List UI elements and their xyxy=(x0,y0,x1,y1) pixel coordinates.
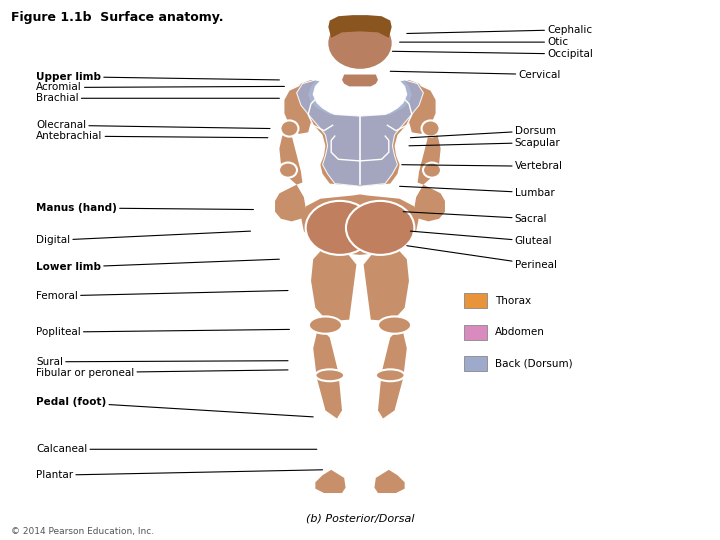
Ellipse shape xyxy=(423,163,441,178)
Polygon shape xyxy=(418,127,441,185)
Text: Upper limb: Upper limb xyxy=(36,72,279,82)
Text: Vertebral: Vertebral xyxy=(402,161,563,171)
Ellipse shape xyxy=(305,201,374,255)
Text: Thorax: Thorax xyxy=(495,296,531,306)
Text: Digital: Digital xyxy=(36,231,251,245)
Polygon shape xyxy=(328,15,392,38)
Ellipse shape xyxy=(378,316,411,334)
Polygon shape xyxy=(315,470,346,493)
Text: Femoral: Femoral xyxy=(36,291,288,301)
Text: Plantar: Plantar xyxy=(36,470,323,480)
Text: Olecranal: Olecranal xyxy=(36,120,270,130)
Polygon shape xyxy=(374,470,405,493)
Polygon shape xyxy=(297,80,423,186)
Ellipse shape xyxy=(346,201,415,255)
Text: Acromial: Acromial xyxy=(36,83,284,92)
Text: Cephalic: Cephalic xyxy=(407,25,593,35)
FancyBboxPatch shape xyxy=(464,293,487,308)
Polygon shape xyxy=(313,327,342,418)
Text: Lumbar: Lumbar xyxy=(400,186,554,198)
Polygon shape xyxy=(414,185,445,221)
Polygon shape xyxy=(409,86,436,134)
Text: (b) Posterior/Dorsal: (b) Posterior/Dorsal xyxy=(306,514,414,524)
Text: Calcaneal: Calcaneal xyxy=(36,444,317,454)
Text: Perineal: Perineal xyxy=(407,246,557,269)
Polygon shape xyxy=(364,244,409,321)
FancyBboxPatch shape xyxy=(464,325,487,340)
Ellipse shape xyxy=(281,120,299,137)
Polygon shape xyxy=(294,80,426,186)
Text: Antebrachial: Antebrachial xyxy=(36,131,268,141)
Text: Sacral: Sacral xyxy=(403,212,547,224)
Ellipse shape xyxy=(279,163,297,178)
Ellipse shape xyxy=(328,17,392,69)
Text: © 2014 Pearson Education, Inc.: © 2014 Pearson Education, Inc. xyxy=(11,526,154,536)
Polygon shape xyxy=(275,185,306,221)
Text: Figure 1.1b  Surface anatomy.: Figure 1.1b Surface anatomy. xyxy=(11,11,223,24)
Ellipse shape xyxy=(315,369,344,381)
Polygon shape xyxy=(378,327,407,418)
Polygon shape xyxy=(279,127,302,185)
Text: Lower limb: Lower limb xyxy=(36,259,279,272)
Text: Occipital: Occipital xyxy=(392,49,593,59)
Text: Sural: Sural xyxy=(36,357,288,367)
Polygon shape xyxy=(301,194,419,255)
Text: Abdomen: Abdomen xyxy=(495,327,544,337)
Ellipse shape xyxy=(422,120,439,137)
Text: Dorsum: Dorsum xyxy=(410,126,556,138)
Text: Cervical: Cervical xyxy=(390,70,561,79)
FancyBboxPatch shape xyxy=(464,356,487,371)
Text: Popliteal: Popliteal xyxy=(36,327,289,337)
Ellipse shape xyxy=(376,369,405,381)
Text: Manus (hand): Manus (hand) xyxy=(36,203,253,213)
Polygon shape xyxy=(342,75,378,86)
Text: Scapular: Scapular xyxy=(409,138,561,147)
Text: Brachial: Brachial xyxy=(36,93,279,103)
Text: Back (Dorsum): Back (Dorsum) xyxy=(495,359,572,368)
Text: Fibular or peroneal: Fibular or peroneal xyxy=(36,368,288,377)
Text: Gluteal: Gluteal xyxy=(410,231,552,246)
Polygon shape xyxy=(311,244,356,321)
Text: Pedal (foot): Pedal (foot) xyxy=(36,397,313,417)
Polygon shape xyxy=(284,86,311,134)
Ellipse shape xyxy=(309,316,342,334)
Text: Otic: Otic xyxy=(400,37,568,47)
